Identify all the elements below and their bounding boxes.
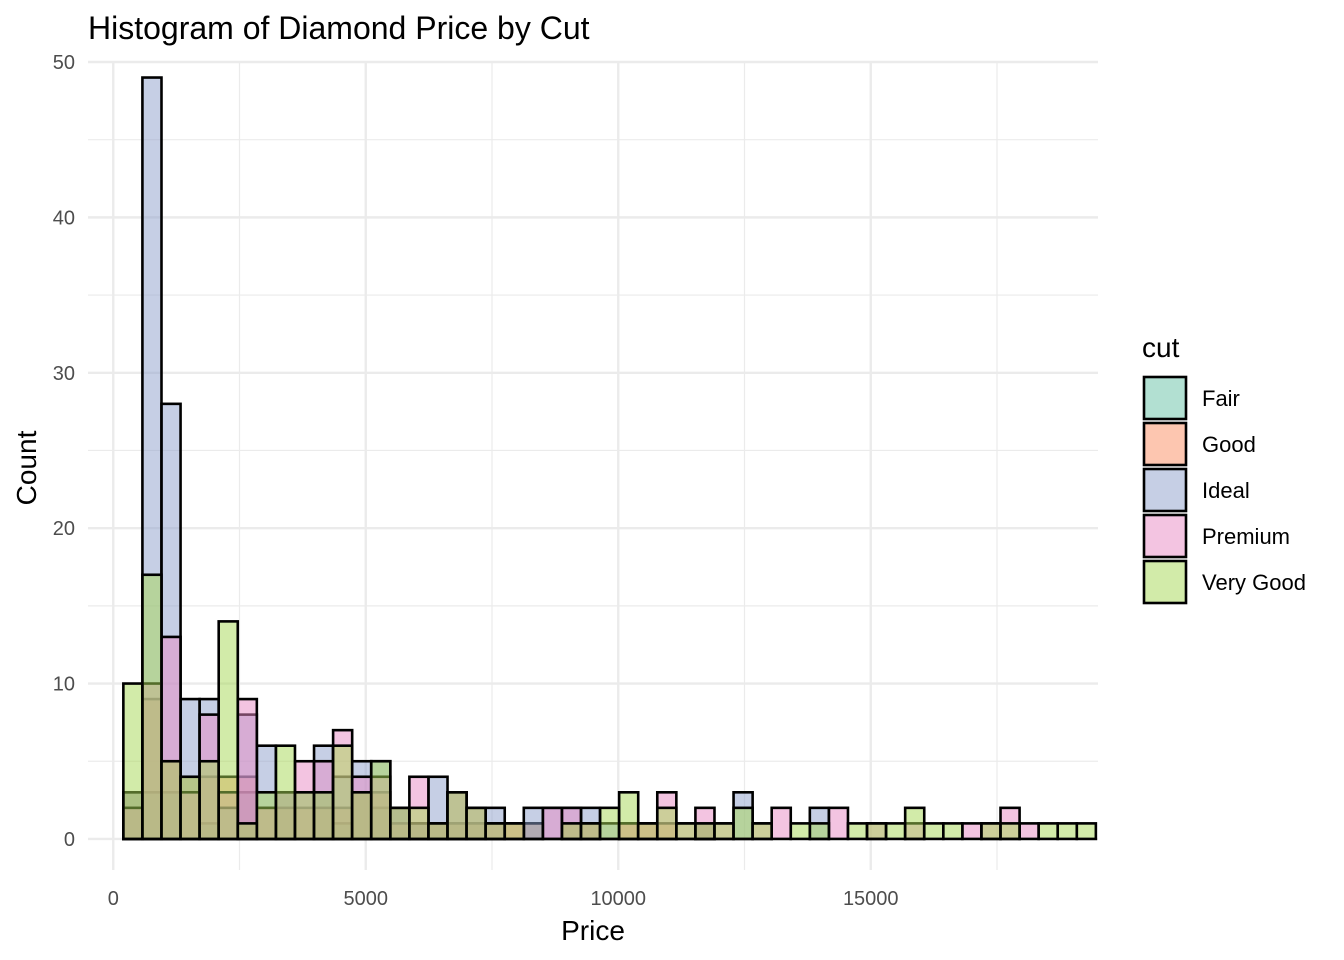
y-axis-ticks: 0 10 20 30 40 50 — [53, 52, 75, 851]
bar-very-good — [1037, 822, 1060, 841]
legend-item-fair: Fair — [1142, 375, 1240, 421]
bar-very-good — [713, 822, 735, 841]
bar-premium — [1018, 822, 1040, 841]
legend-item-ideal: Ideal — [1142, 467, 1250, 513]
legend-swatch — [1142, 421, 1188, 467]
legend-label: Good — [1202, 432, 1256, 457]
bar-very-good — [598, 806, 621, 841]
bar-very-good — [179, 775, 201, 841]
legend-item-premium: Premium — [1142, 513, 1290, 559]
bar-very-good — [980, 822, 1002, 841]
legend-label: Premium — [1202, 524, 1290, 549]
y-tick-label: 40 — [53, 207, 75, 229]
legend: cut Fair Good Ideal Premium Very Good — [1142, 332, 1306, 605]
bar-premium — [236, 697, 259, 841]
grid — [88, 60, 1098, 870]
bar-very-good — [884, 822, 907, 841]
bar-very-good — [427, 822, 449, 841]
legend-label: Fair — [1202, 386, 1240, 411]
bar-very-good — [369, 759, 392, 841]
bar-very-good — [999, 822, 1021, 841]
x-tick-label: 10000 — [590, 888, 646, 910]
series-very-good — [122, 573, 1098, 841]
bar-premium — [541, 806, 564, 841]
bar-very-good — [255, 791, 278, 841]
bar-very-good — [789, 822, 812, 841]
bars — [122, 76, 1098, 841]
bar-very-good — [408, 806, 430, 841]
bar-premium — [827, 806, 850, 841]
bar-very-good — [236, 822, 259, 841]
legend-label: Ideal — [1202, 478, 1250, 503]
y-tick-label: 30 — [53, 363, 75, 385]
bar-very-good — [122, 682, 144, 841]
bar-very-good — [389, 806, 411, 841]
bar-very-good — [465, 806, 487, 841]
legend-item-good: Good — [1142, 421, 1256, 467]
bar-very-good — [1056, 822, 1079, 841]
legend-swatch — [1142, 513, 1188, 559]
bar-very-good — [446, 791, 468, 841]
x-tick-label: 0 — [108, 888, 119, 910]
bar-very-good — [903, 806, 926, 841]
bar-premium — [961, 822, 983, 841]
bar-very-good — [198, 759, 220, 841]
legend-swatch — [1142, 559, 1188, 605]
y-tick-label: 10 — [53, 674, 75, 696]
bar-ideal — [522, 806, 545, 841]
bar-very-good — [217, 620, 240, 841]
y-tick-label: 50 — [53, 52, 75, 74]
x-tick-label: 15000 — [843, 888, 899, 910]
bar-very-good — [560, 822, 583, 841]
bar-very-good — [636, 822, 659, 841]
bar-very-good — [846, 822, 869, 841]
bar-very-good — [503, 822, 526, 841]
bar-very-good — [732, 806, 754, 841]
legend-title: cut — [1142, 332, 1180, 363]
bar-very-good — [350, 791, 373, 841]
y-axis-title: Count — [11, 430, 42, 505]
bar-very-good — [1075, 822, 1098, 841]
chart-title: Histogram of Diamond Price by Cut — [88, 10, 590, 46]
bar-very-good — [808, 822, 831, 841]
bar-very-good — [675, 822, 697, 841]
legend-item-very-good: Very Good — [1142, 559, 1306, 605]
bar-very-good — [655, 806, 678, 841]
bar-very-good — [312, 791, 335, 841]
bar-very-good — [694, 822, 716, 841]
bar-premium — [770, 806, 793, 841]
bar-very-good — [484, 822, 507, 841]
bar-very-good — [141, 573, 163, 841]
x-tick-label: 5000 — [344, 888, 389, 910]
bar-very-good — [293, 791, 316, 841]
bar-very-good — [751, 822, 773, 841]
x-axis-ticks: 0 5000 10000 15000 — [108, 888, 899, 910]
y-tick-label: 20 — [53, 518, 75, 540]
bar-very-good — [942, 822, 964, 841]
bar-very-good — [331, 744, 354, 841]
bar-very-good — [274, 744, 297, 841]
bar-very-good — [579, 822, 602, 841]
legend-swatch — [1142, 467, 1188, 513]
x-axis-title: Price — [561, 915, 625, 946]
bar-very-good — [922, 822, 945, 841]
bar-very-good — [865, 822, 888, 841]
legend-swatch — [1142, 375, 1188, 421]
bar-very-good — [160, 759, 182, 841]
legend-label: Very Good — [1202, 570, 1306, 595]
bar-very-good — [617, 791, 640, 841]
y-tick-label: 0 — [64, 829, 75, 851]
